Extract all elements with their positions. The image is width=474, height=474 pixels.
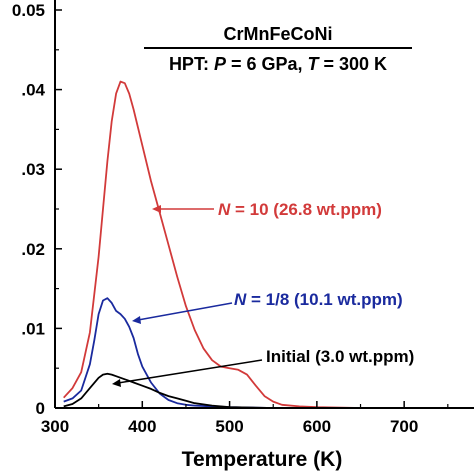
ticks-group: 300 400 500 600 700 0 .01 .02 .03 .04 0.05 [12,1,449,436]
series-label-n18-var: N [234,290,247,309]
y-tick-label: .02 [21,240,45,259]
x-tick-label: 700 [390,417,418,436]
chart-title-line2: HPT: P = 6 GPa, T = 300 K [169,54,387,74]
arrow-n18 [137,302,233,321]
title-p-var: P [214,54,227,74]
chart-title-line1: CrMnFeCoNi [224,24,333,44]
series-label-n18-rest: = 1/8 (10.1 wt.ppm) [246,290,402,309]
title-t-var: T [308,54,321,74]
series-label-n10-var: N [218,200,231,219]
series-label-n10-rest: = 10 (26.8 wt.ppm) [230,200,382,219]
y-tick-label: .04 [21,81,45,100]
x-tick-label: 300 [41,417,69,436]
series-label-initial: Initial (3.0 wt.ppm) [266,347,414,366]
title-t-rest: = 300 K [319,54,388,74]
y-tick-label: 0.05 [12,1,45,20]
x-tick-label: 500 [215,417,243,436]
series-line-0 [63,80,474,408]
title-prefix: HPT: [169,54,214,74]
y-tick-label: .03 [21,160,45,179]
series-label-n18: N = 1/8 (10.1 wt.ppm) [234,290,403,309]
series-label-n10: N = 10 (26.8 wt.ppm) [218,200,382,219]
x-tick-label: 400 [128,417,156,436]
y-tick-label: .01 [21,319,45,338]
title-p-rest: = 6 GPa, [226,54,308,74]
arrow-initial [117,359,263,384]
x-tick-label: 600 [303,417,331,436]
arrowhead-initial [112,379,121,387]
arrowhead-n10 [152,205,161,213]
arrowhead-n18 [132,316,141,324]
y-tick-label: 0 [36,399,45,418]
x-axis-title: Temperature (K) [182,448,343,471]
series-line-2 [63,372,474,408]
